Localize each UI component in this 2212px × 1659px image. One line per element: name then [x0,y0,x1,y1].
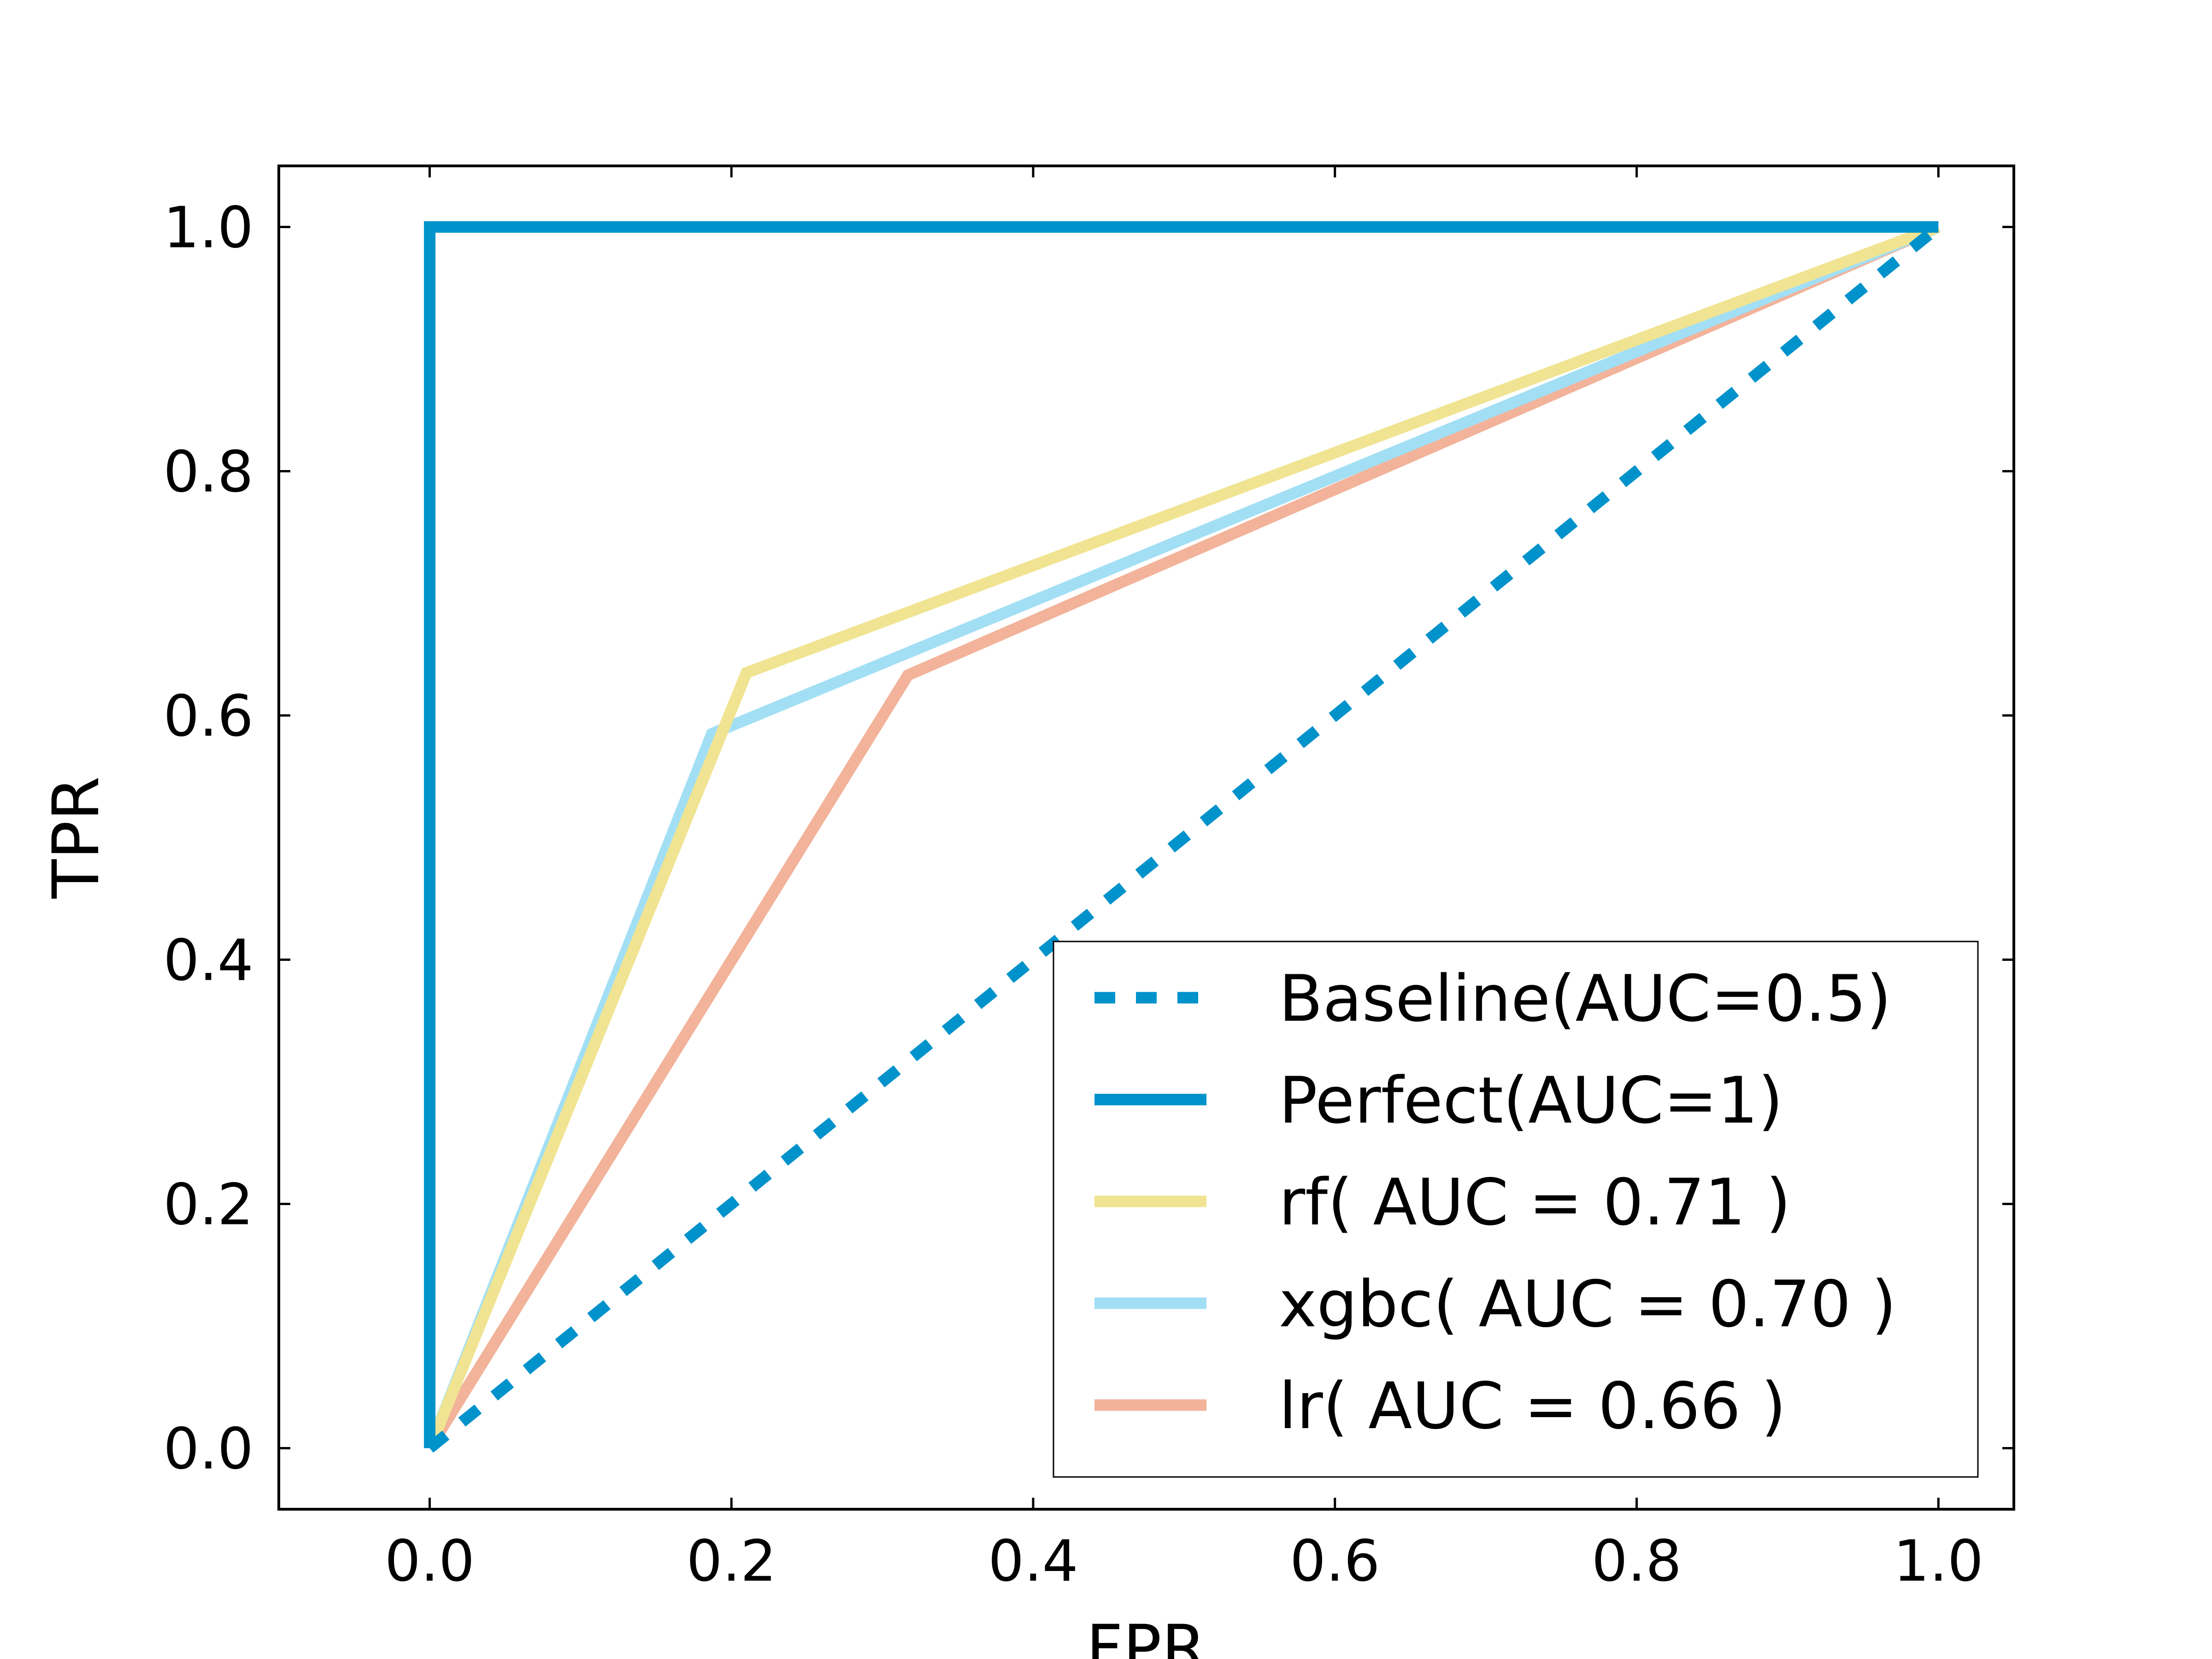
x-tick-label: 0.6 [1290,1529,1380,1594]
series-layer [424,221,1942,1453]
y-tick-label: 0.6 [163,684,253,750]
series-line-0 [426,222,1942,1453]
x-axis-label: FPR [1086,1611,1206,1659]
legend-label-4: lr( AUC = 0.66 ) [1279,1369,1786,1443]
plot-frame [277,165,2015,1511]
x-tick-label: 0.2 [686,1529,777,1594]
series-line-4 [424,222,1941,1452]
x-tick-label: 0.0 [385,1529,475,1594]
x-tick-label: 1.0 [1893,1529,1983,1594]
ticks-layer: 0.0 0.2 0.4 0.6 0.8 1.0 0.0 0.2 0.4 0.6 0.8 1.0 [163,166,2014,1594]
y-axis-label: TPR [39,776,113,899]
legend: Baseline(AUC=0.5) Perfect(AUC=1) rf( AUC =… [1053,941,1979,1478]
legend-label-3: xgbc( AUC = 0.70 ) [1279,1267,1896,1341]
legend-label-0: Baseline(AUC=0.5) [1279,961,1891,1036]
legend-label-2: rf( AUC = 0.71 ) [1279,1165,1791,1240]
y-tick-label: 0.0 [163,1417,253,1483]
y-tick-label: 0.2 [163,1172,253,1238]
y-tick-label: 0.8 [163,440,253,506]
x-tick-label: 0.4 [988,1529,1078,1594]
y-tick-label: 1.0 [163,195,253,261]
x-tick-label: 0.8 [1592,1529,1682,1594]
y-tick-label: 0.4 [163,928,253,994]
legend-label-1: Perfect(AUC=1) [1279,1063,1783,1138]
legend-frame [1053,941,1979,1478]
series-line-1 [424,221,1939,1448]
series-line-2 [424,221,1941,1451]
